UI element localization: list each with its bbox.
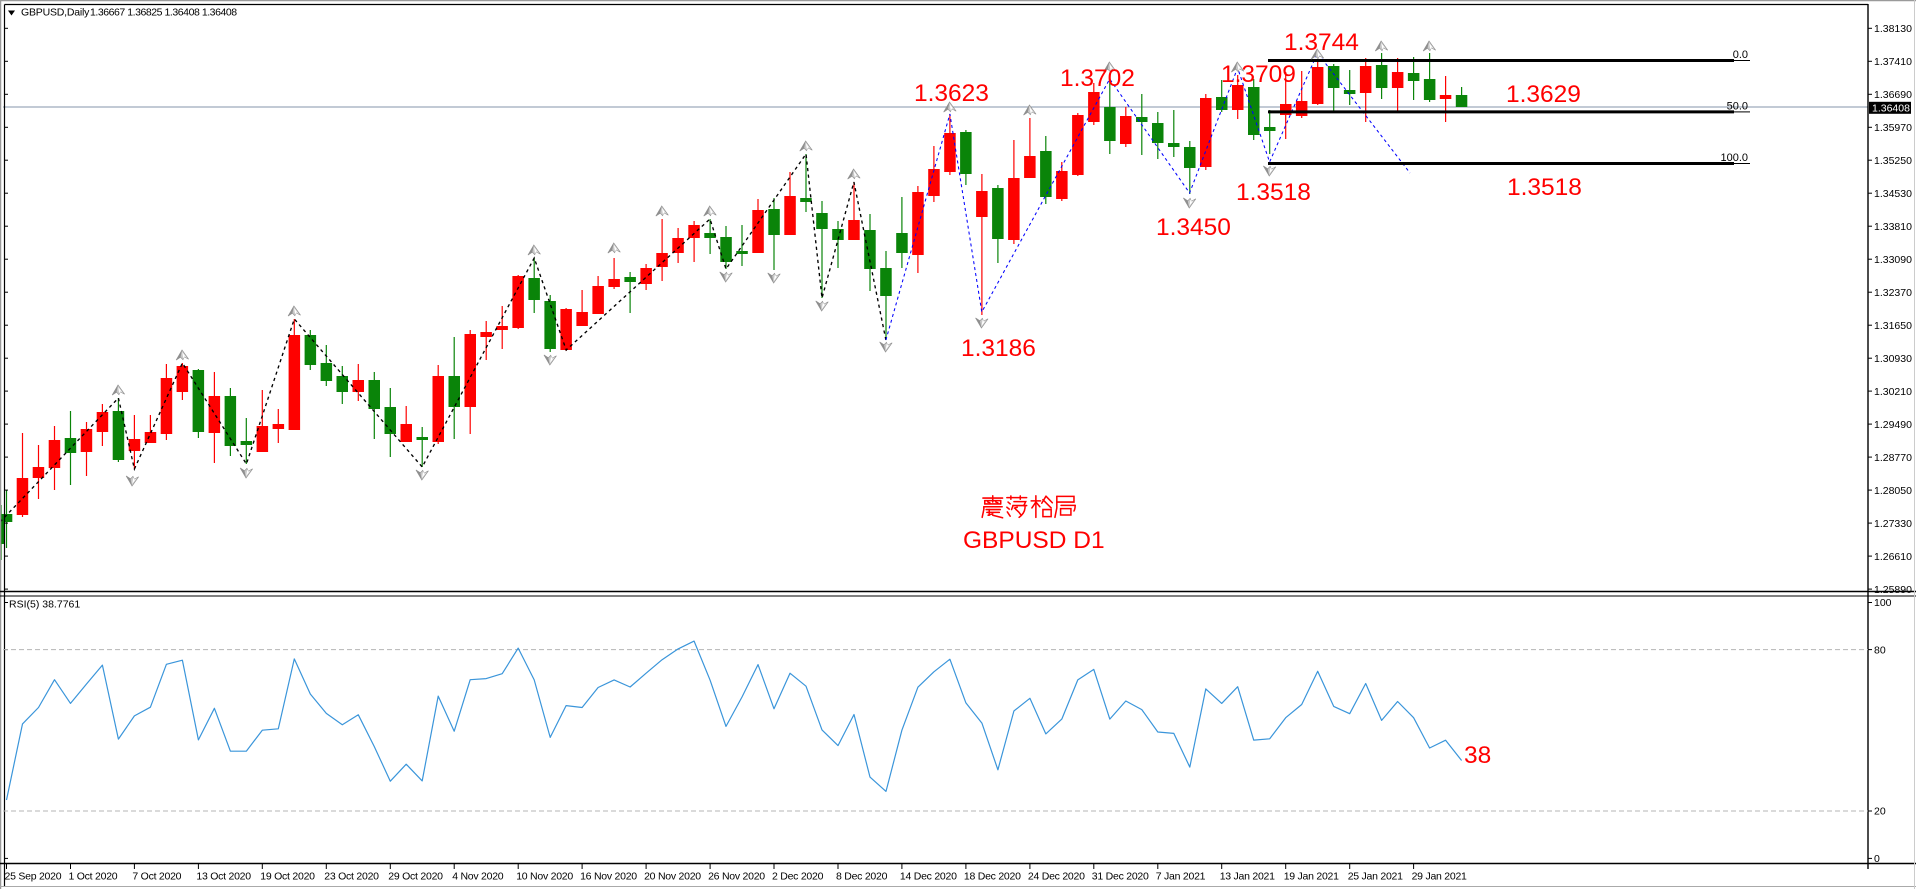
svg-text:1.3450: 1.3450 — [1156, 214, 1231, 241]
svg-text:20 Nov 2020: 20 Nov 2020 — [644, 871, 701, 883]
svg-text:1.30210: 1.30210 — [1874, 386, 1912, 398]
svg-text:1.3623: 1.3623 — [914, 80, 989, 107]
svg-text:1.3702: 1.3702 — [1060, 65, 1135, 92]
svg-text:0.0: 0.0 — [1733, 49, 1748, 61]
svg-text:4 Nov 2020: 4 Nov 2020 — [452, 871, 504, 883]
svg-text:29 Jan 2021: 29 Jan 2021 — [1412, 871, 1467, 883]
svg-text:19 Oct 2020: 19 Oct 2020 — [260, 871, 315, 883]
svg-text:GBPUSD,Daily: GBPUSD,Daily — [21, 7, 90, 19]
svg-text:1.3744: 1.3744 — [1284, 29, 1359, 56]
svg-text:RSI(5) 38.7761: RSI(5) 38.7761 — [9, 599, 80, 611]
svg-text:1.28050: 1.28050 — [1874, 485, 1912, 497]
svg-text:1.27330: 1.27330 — [1874, 518, 1912, 530]
svg-text:19 Jan 2021: 19 Jan 2021 — [1284, 871, 1339, 883]
svg-text:1.38130: 1.38130 — [1874, 23, 1912, 35]
svg-text:1.33810: 1.33810 — [1874, 221, 1912, 233]
svg-text:29 Oct 2020: 29 Oct 2020 — [388, 871, 443, 883]
svg-text:1.3629: 1.3629 — [1506, 81, 1581, 108]
svg-text:25 Jan 2021: 25 Jan 2021 — [1348, 871, 1403, 883]
svg-text:7 Jan 2021: 7 Jan 2021 — [1156, 871, 1206, 883]
svg-text:1.34530: 1.34530 — [1874, 188, 1912, 200]
svg-text:18 Dec 2020: 18 Dec 2020 — [964, 871, 1021, 883]
svg-text:1.25890: 1.25890 — [1874, 584, 1912, 596]
svg-text:10 Nov 2020: 10 Nov 2020 — [516, 871, 573, 883]
svg-text:1.30930: 1.30930 — [1874, 353, 1912, 365]
svg-text:1 Oct 2020: 1 Oct 2020 — [69, 871, 118, 883]
svg-text:100: 100 — [1874, 597, 1892, 609]
svg-text:1.26610: 1.26610 — [1874, 551, 1912, 563]
svg-text:24 Dec 2020: 24 Dec 2020 — [1028, 871, 1085, 883]
svg-text:50.0: 50.0 — [1727, 100, 1748, 112]
svg-text:1.36690: 1.36690 — [1874, 89, 1912, 101]
svg-text:1.3709: 1.3709 — [1221, 61, 1296, 88]
svg-text:100.0: 100.0 — [1720, 152, 1748, 164]
svg-text:20: 20 — [1874, 806, 1886, 818]
svg-text:13 Oct 2020: 13 Oct 2020 — [196, 871, 251, 883]
svg-text:2 Dec 2020: 2 Dec 2020 — [772, 871, 824, 883]
svg-text:23 Oct 2020: 23 Oct 2020 — [324, 871, 379, 883]
svg-text:1.3186: 1.3186 — [961, 335, 1036, 362]
svg-text:16 Nov 2020: 16 Nov 2020 — [580, 871, 637, 883]
svg-text:7 Oct 2020: 7 Oct 2020 — [132, 871, 181, 883]
svg-text:25 Sep 2020: 25 Sep 2020 — [5, 871, 62, 883]
svg-text:1.36408: 1.36408 — [1872, 103, 1910, 115]
svg-text:31 Dec 2020: 31 Dec 2020 — [1092, 871, 1149, 883]
svg-text:1.35970: 1.35970 — [1874, 122, 1912, 134]
svg-text:1.3518: 1.3518 — [1236, 179, 1311, 206]
svg-text:1.31650: 1.31650 — [1874, 320, 1912, 332]
svg-text:14 Dec 2020: 14 Dec 2020 — [900, 871, 957, 883]
svg-text:1.33090: 1.33090 — [1874, 254, 1912, 266]
svg-text:8 Dec 2020: 8 Dec 2020 — [836, 871, 888, 883]
svg-text:26 Nov 2020: 26 Nov 2020 — [708, 871, 765, 883]
svg-text:13 Jan 2021: 13 Jan 2021 — [1220, 871, 1275, 883]
svg-text:1.28770: 1.28770 — [1874, 452, 1912, 464]
svg-text:1.35250: 1.35250 — [1874, 155, 1912, 167]
svg-text:1.3518: 1.3518 — [1507, 174, 1582, 201]
svg-text:38: 38 — [1464, 742, 1491, 769]
svg-text:1.32370: 1.32370 — [1874, 287, 1912, 299]
svg-text:1.36667 1.36825 1.36408 1.3640: 1.36667 1.36825 1.36408 1.36408 — [90, 7, 237, 19]
svg-text:80: 80 — [1874, 644, 1886, 656]
svg-text:GBPUSD D1: GBPUSD D1 — [963, 527, 1105, 554]
svg-text:0: 0 — [1874, 853, 1880, 865]
svg-text:1.29490: 1.29490 — [1874, 419, 1912, 431]
svg-text:1.37410: 1.37410 — [1874, 56, 1912, 68]
